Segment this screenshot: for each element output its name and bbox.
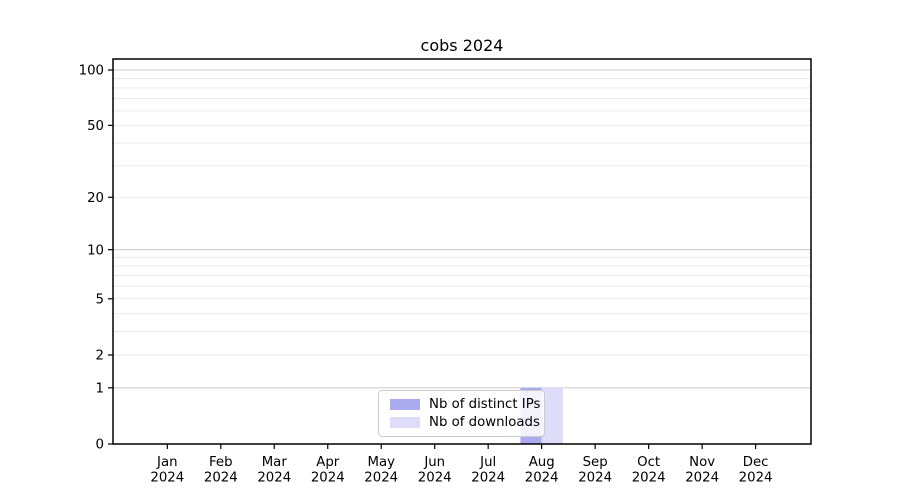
minor-gridlines (113, 77, 811, 356)
y-tick-label: 50 (87, 119, 104, 134)
legend-swatch-downloads (390, 417, 420, 429)
y-tick-label: 10 (87, 243, 104, 258)
x-tick-label-month: Sep (583, 455, 608, 470)
legend: Nb of distinct IPs Nb of downloads (378, 390, 545, 437)
x-tick-label-year: 2024 (257, 471, 291, 486)
y-tick-label: 20 (87, 191, 104, 206)
x-tick-label-year: 2024 (578, 471, 612, 486)
bar-aug-downloads (541, 387, 563, 444)
x-tick-label-year: 2024 (311, 471, 345, 486)
x-tick-label-year: 2024 (364, 471, 398, 486)
x-tick-label-year: 2024 (632, 471, 666, 486)
x-tick-label-month: Jan (156, 455, 178, 470)
x-tick-label-month: Nov (689, 455, 715, 470)
y-tick-label: 1 (96, 381, 104, 396)
legend-label-downloads: Nb of downloads (429, 415, 540, 430)
x-tick-label-year: 2024 (525, 471, 559, 486)
chart-title: cobs 2024 (421, 36, 504, 55)
x-tick-label-month: May (367, 455, 395, 470)
legend-swatch-distinct-ips (390, 398, 420, 410)
x-tick-label-month: Mar (262, 455, 288, 470)
axis-ticks (108, 69, 757, 449)
x-tick-label-month: Aug (529, 455, 555, 470)
x-tick-label-year: 2024 (739, 471, 773, 486)
x-tick-label-year: 2024 (204, 471, 238, 486)
plot-frame (112, 58, 812, 445)
legend-item-distinct-ips: Nb of distinct IPs (390, 396, 541, 412)
x-tick-label-year: 2024 (685, 471, 719, 486)
x-tick-label-month: Apr (316, 455, 340, 470)
axis-tick-labels: 0125102050100Jan2024Feb2024Mar2024Apr202… (79, 64, 773, 486)
x-tick-label-month: Jun (423, 455, 445, 470)
x-tick-label-month: Feb (209, 455, 233, 470)
legend-label-distinct-ips: Nb of distinct IPs (429, 396, 541, 412)
x-tick-label-year: 2024 (471, 471, 505, 486)
y-tick-label: 2 (96, 349, 104, 364)
y-tick-label: 5 (96, 292, 104, 307)
x-tick-label-month: Oct (637, 455, 660, 470)
x-tick-label-year: 2024 (150, 471, 184, 486)
major-gridlines (113, 69, 811, 389)
y-tick-label: 100 (79, 64, 104, 79)
x-tick-label-month: Dec (743, 455, 769, 470)
x-tick-label-month: Jul (479, 455, 496, 470)
x-tick-label-year: 2024 (418, 471, 452, 486)
y-tick-label: 0 (96, 438, 104, 453)
legend-item-downloads: Nb of downloads (390, 415, 540, 430)
